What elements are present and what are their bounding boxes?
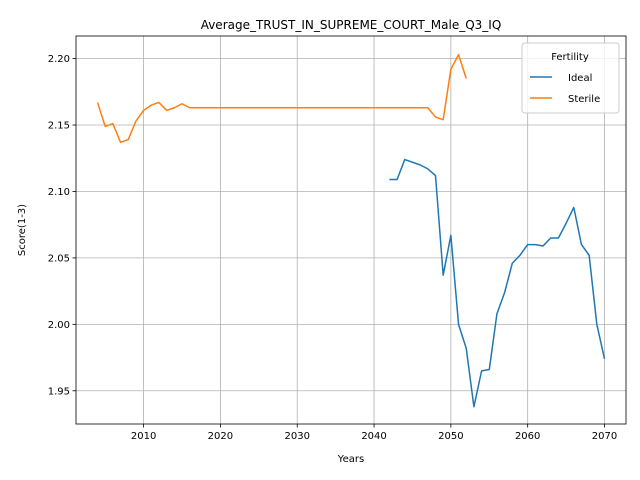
x-tick-label: 2040 [361, 431, 386, 442]
plot-lines [96, 53, 606, 408]
y-axis-label: Score(1-3) [17, 204, 28, 256]
y-tick-label: 1.95 [48, 386, 70, 397]
x-tick-label: 2060 [515, 431, 540, 442]
y-tick-label: 2.20 [48, 54, 70, 65]
y-tick-label: 2.05 [48, 253, 70, 264]
legend-title: Fertility [551, 52, 589, 63]
legend-label-ideal: Ideal [568, 73, 592, 84]
y-tick-label: 2.10 [48, 187, 70, 198]
x-axis-label: Years [337, 454, 364, 465]
chart-title: Average_TRUST_IN_SUPREME_COURT_Male_Q3_I… [201, 18, 502, 32]
x-tick-label: 2020 [208, 431, 233, 442]
x-tick-label: 2050 [438, 431, 463, 442]
y-tick-label: 2.15 [48, 121, 70, 132]
legend-label-sterile: Sterile [568, 94, 600, 105]
axis-ticks: 2010 2020 2030 2040 2050 2060 2070 1.95 2.00 2.05… [48, 54, 617, 442]
series-line-ideal [389, 158, 606, 408]
x-tick-label: 2070 [592, 431, 617, 442]
y-tick-label: 2.00 [48, 320, 70, 331]
legend: Fertility Ideal Sterile [521, 42, 620, 114]
plot-frame [75, 35, 627, 425]
x-tick-label: 2010 [131, 431, 156, 442]
x-tick-label: 2030 [285, 431, 310, 442]
series-line-sterile [96, 53, 467, 144]
grid [76, 36, 626, 424]
legend-box [521, 42, 620, 114]
